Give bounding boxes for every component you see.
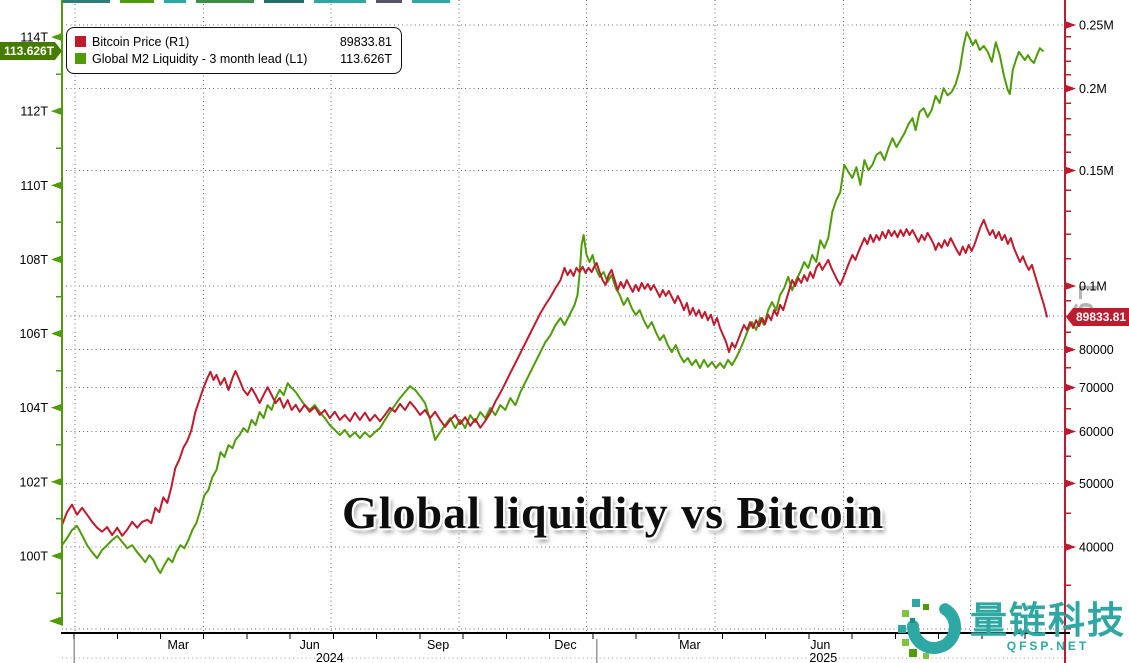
watermark-brand-text: 量链科技 [970, 599, 1126, 642]
legend-value: 113.626T [340, 51, 392, 66]
right-axis-tick-label: 50000 [1079, 477, 1114, 491]
strip-segment [314, 0, 366, 3]
right-axis-tick-label: 60000 [1079, 425, 1114, 439]
left-axis-tick-label: 104T [20, 401, 49, 415]
right-tick-arrow-icon [1065, 345, 1076, 354]
left-tick-arrow-icon [51, 477, 62, 486]
left-axis-end-arrow [49, 616, 63, 626]
bitcoin-price-line [61, 218, 1048, 537]
legend-box: Bitcoin Price (R1) 89833.81 Global M2 Li… [66, 27, 402, 74]
left-tick-arrow-icon [51, 255, 62, 264]
x-month-label: Jun [300, 638, 320, 652]
strip-segment [62, 0, 110, 3]
watermark-logo-icon [898, 599, 961, 659]
legend-label: Bitcoin Price (R1) [92, 34, 190, 49]
right-axis-tick-label: 40000 [1079, 541, 1114, 555]
right-axis-tick-label: 70000 [1079, 381, 1114, 395]
legend-item-bitcoin: Bitcoin Price (R1) 89833.81 [75, 33, 392, 50]
m2-last-value-badge: 113.626T [0, 42, 62, 60]
x-month-label: Jun [810, 638, 830, 652]
left-axis-tick-label: 110T [20, 179, 48, 193]
x-year-label: 2024 [316, 651, 344, 663]
gridlines [62, 0, 1065, 633]
watermark-text: 量链科技 QFSP.NET [970, 599, 1126, 654]
right-axis-tick-label: 0.2M [1079, 82, 1107, 96]
legend-item-m2: Global M2 Liquidity - 3 month lead (L1) … [75, 50, 392, 67]
legend-value: 89833.81 [339, 34, 392, 49]
bitcoin-swatch-icon [75, 36, 86, 47]
right-tick-arrow-icon [1065, 282, 1076, 290]
right-axis-tick-label: 0.25M [1079, 19, 1114, 33]
left-axis-tick-label: 102T [20, 475, 49, 489]
left-axis-tick-label: 100T [20, 549, 49, 563]
left-axis-tick-label: 114T [20, 31, 48, 45]
chart-title: Global liquidity vs Bitcoin [341, 487, 885, 538]
left-axis-tick-label: 112T [20, 105, 48, 119]
right-tick-arrow-icon [1065, 21, 1076, 29]
left-tick-arrow-icon [51, 403, 62, 412]
left-tick-arrow-icon [51, 329, 62, 338]
left-tick-arrow-icon [51, 33, 62, 42]
right-tick-arrow-icon [1065, 479, 1076, 488]
strip-segment [412, 0, 450, 3]
x-year-label: 2025 [809, 651, 837, 663]
m2-liquidity-line [61, 31, 1044, 574]
right-tick-arrow-icon [1065, 383, 1076, 392]
left-tick-arrow-icon [51, 107, 62, 116]
x-month-label: Dec [554, 638, 576, 652]
right-axis-tick-label: 80000 [1079, 343, 1114, 357]
x-month-label: Mar [168, 638, 190, 652]
x-month-label: Sep [427, 638, 449, 652]
strip-segment [120, 0, 154, 3]
top-cropped-strip [62, 0, 482, 3]
right-axis-tick-label: 0.15M [1079, 164, 1114, 178]
legend-label: Global M2 Liquidity - 3 month lead (L1) [92, 51, 308, 66]
strip-segment [264, 0, 304, 3]
left-tick-arrow-icon [51, 551, 62, 560]
btc-last-value-badge: 89833.81 [1066, 308, 1129, 326]
right-axis-tick-label: 0.1M [1079, 280, 1107, 294]
left-axis-tick-label: 106T [20, 327, 49, 341]
right-tick-arrow-icon [1065, 427, 1076, 436]
m2-swatch-icon [75, 53, 86, 64]
strip-segment [376, 0, 402, 3]
right-tick-arrow-icon [1065, 543, 1076, 551]
right-tick-arrow-icon [1065, 84, 1076, 93]
strip-segment [196, 0, 254, 3]
strip-segment [164, 0, 186, 3]
watermark-domain-text: QFSP.NET [1006, 639, 1090, 653]
left-tick-arrow-icon [51, 181, 62, 190]
x-month-label: Mar [679, 638, 701, 652]
watermark: 量链科技 QFSP.NET [898, 594, 1126, 660]
right-tick-arrow-icon [1065, 166, 1076, 175]
axes: 100T 102T 104T 106T 108T 110T 112T 114T 0.25M 0.2… [20, 0, 1114, 663]
left-axis-tick-label: 108T [20, 253, 49, 267]
